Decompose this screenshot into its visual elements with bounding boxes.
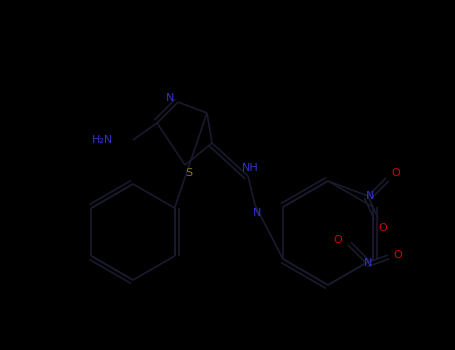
Text: N: N — [364, 258, 372, 268]
Text: N: N — [366, 191, 374, 201]
Text: NH: NH — [242, 163, 258, 173]
Text: S: S — [186, 168, 192, 178]
Text: N: N — [166, 93, 174, 103]
Text: O: O — [392, 168, 400, 178]
Text: O: O — [379, 223, 387, 233]
Text: H₂N: H₂N — [92, 135, 113, 145]
Text: O: O — [334, 235, 342, 245]
Text: N: N — [253, 208, 261, 218]
Text: O: O — [394, 250, 402, 260]
